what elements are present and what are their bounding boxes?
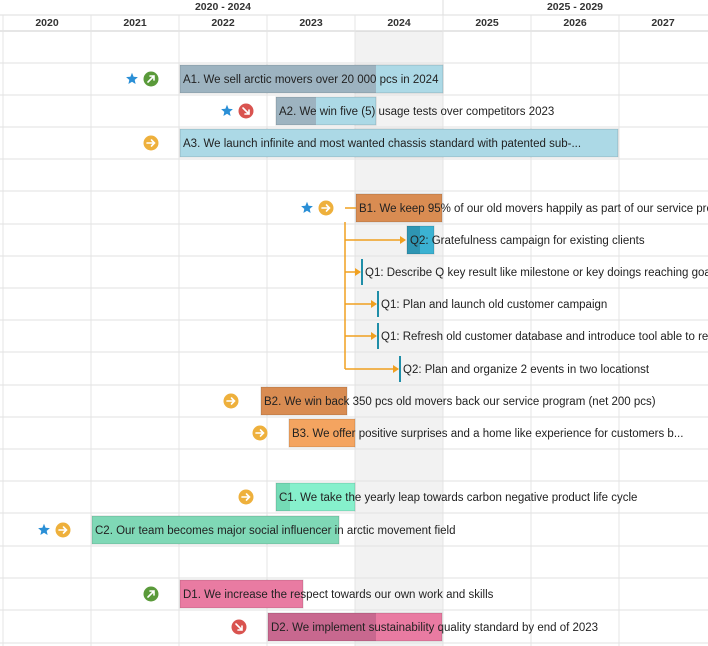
status-arrow [147, 75, 155, 83]
task-label: Q2: Gratefulness campaign for existing c… [410, 235, 645, 247]
task-bar-border [91, 515, 340, 545]
milestone-label: Q1: Plan and launch old customer campaig… [381, 299, 607, 311]
year-label: 2020 [35, 17, 59, 29]
task-bar-border [275, 482, 356, 512]
task-label: A2. We win five (5) usage tests over com… [279, 106, 554, 118]
task-label: D1. We increase the respect towards our … [183, 589, 494, 601]
year-label: 2026 [563, 17, 587, 29]
connector-arrow [400, 236, 406, 244]
task-label: C1. We take the yearly leap towards carb… [279, 492, 637, 504]
year-label: 2021 [123, 17, 147, 29]
connector-arrow [371, 300, 377, 308]
year-label: 2022 [211, 17, 235, 29]
status-arrow [146, 139, 156, 147]
star-icon [221, 104, 233, 116]
task-bar-border [267, 612, 443, 642]
star-icon [301, 201, 313, 213]
task-label: B1. We keep 95% of our old movers happil… [359, 203, 708, 215]
task-bar [180, 129, 618, 157]
star-icon [126, 72, 138, 84]
status-arrow [235, 623, 243, 631]
status-arrow [255, 429, 265, 437]
connector-arrow [355, 268, 361, 276]
task-label: A1. We sell arctic movers over 20 000 pc… [183, 74, 439, 86]
task-bar [180, 580, 303, 608]
status-arrow [241, 493, 251, 501]
status-arrow [242, 107, 250, 115]
milestone-label: Q1: Describe Q key result like milestone… [365, 267, 708, 279]
task-progress [261, 387, 347, 415]
period-group: 2025 - 2029 [547, 1, 603, 13]
milestone-label: Q1: Refresh old customer database and in… [381, 331, 708, 343]
task-label: C2. Our team becomes major social influe… [95, 525, 455, 537]
task-bar-border [179, 64, 444, 94]
task-bar-border [275, 96, 377, 126]
task-bar [356, 194, 442, 222]
task-bar-border [260, 386, 348, 416]
star-icon [38, 523, 50, 535]
year-label: 2024 [387, 17, 411, 29]
task-bar [289, 419, 355, 447]
year-label: 2023 [299, 17, 323, 29]
task-bar-border [288, 418, 356, 448]
task-bar-border [406, 225, 435, 255]
status-arrow [226, 397, 236, 405]
task-progress [180, 65, 376, 93]
status-arrow [58, 526, 68, 534]
connector-arrow [393, 365, 399, 373]
status-arrow [321, 204, 331, 212]
period-group: 2020 - 2024 [195, 1, 251, 13]
year-label: 2025 [475, 17, 499, 29]
task-label: D2. We implement sustainability quality … [271, 622, 598, 634]
task-label: A3. We launch infinite and most wanted c… [183, 138, 581, 150]
task-bar-border [179, 579, 304, 609]
task-progress [407, 226, 420, 254]
milestone-label: Q2: Plan and organize 2 events in two lo… [403, 364, 650, 376]
task-progress [268, 613, 376, 641]
task-label: B2. We win back 350 pcs old movers back … [264, 396, 656, 408]
task-bar [92, 516, 339, 544]
task-progress [276, 97, 316, 125]
status-arrow [147, 590, 155, 598]
task-progress [276, 483, 290, 511]
connector-arrow [371, 332, 377, 340]
task-label: B3. We offer positive surprises and a ho… [292, 428, 683, 440]
year-label: 2027 [651, 17, 675, 29]
task-bar-border [179, 128, 619, 158]
